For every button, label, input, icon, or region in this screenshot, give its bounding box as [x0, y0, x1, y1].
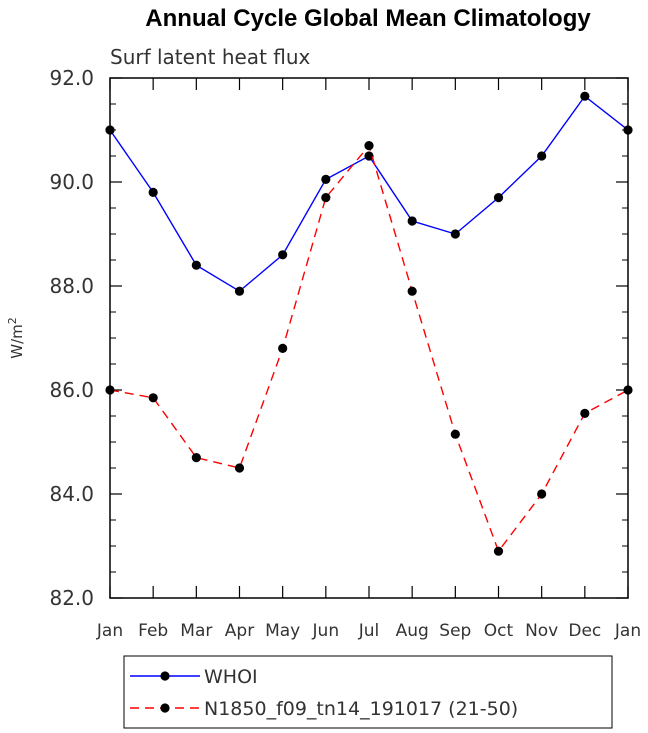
x-tick-label: Oct [484, 621, 514, 641]
series-line-2 [109, 144, 629, 553]
series-1-point [321, 174, 331, 184]
y-tick-label: 86.0 [49, 378, 94, 402]
series-1-point [537, 151, 547, 161]
series-2-point [493, 546, 504, 556]
series-2-point [321, 193, 331, 203]
x-tick-label: Dec [568, 621, 601, 641]
legend-label-2: N1850_f09_tn14_191017 (21-50) [204, 698, 518, 720]
series-2-point [191, 453, 201, 463]
y-tick-label: 88.0 [49, 274, 94, 298]
y-tick-label: 82.0 [49, 586, 94, 610]
legend-box [123, 655, 613, 729]
series-2-point [364, 141, 374, 151]
chart-title: Annual Cycle Global Mean Climatology [145, 5, 591, 32]
series-1-point [191, 260, 201, 270]
x-tick-label: Feb [138, 621, 168, 641]
axes: 82.0 84.0 86.0 88.0 90.0 92.0 Jan Feb Mar Apr May J… [49, 66, 641, 641]
series-2-point [148, 393, 158, 403]
series-1-point [234, 286, 245, 296]
x-tick-label: May [265, 621, 300, 641]
series-1-point [148, 187, 158, 197]
y-tick-label: 90.0 [49, 170, 94, 194]
x-tick-label: Jan [614, 621, 641, 641]
y-axis-label: W/m2 [6, 317, 26, 359]
legend-label-1: WHOI [204, 666, 258, 688]
legend-marker-1 [160, 671, 170, 681]
legend-marker-2 [160, 703, 170, 713]
series-1-point [407, 216, 417, 226]
y-tick-label: 92.0 [49, 66, 94, 90]
series-1-point [493, 193, 504, 203]
series-2-point [580, 408, 590, 418]
series-line-1 [109, 95, 629, 293]
x-tick-label: Sep [439, 621, 471, 641]
series-layer [105, 91, 633, 556]
x-tick-label: Aug [396, 621, 429, 641]
series-1-point [364, 151, 374, 161]
series-2-point [105, 385, 115, 395]
chart-subtitle: Surf latent heat flux [110, 45, 311, 69]
series-1-point [623, 125, 633, 135]
x-tick-label: Mar [180, 621, 212, 641]
series-2-point [407, 286, 417, 296]
series-2-point [623, 385, 633, 395]
x-tick-label: Apr [225, 621, 254, 641]
series-1-point [105, 125, 115, 135]
series-2-point [278, 343, 288, 353]
x-tick-label: Jan [96, 621, 123, 641]
y-tick-label: 84.0 [49, 482, 94, 506]
series-2-point [537, 489, 547, 499]
series-1-point [580, 91, 590, 101]
series-1-point [278, 250, 288, 260]
series-2-point [450, 429, 460, 439]
series-2-point [234, 463, 245, 473]
series-1-point [450, 229, 460, 239]
x-tick-label: Nov [525, 621, 558, 641]
x-tick-label: Jul [358, 621, 380, 641]
x-tick-label: Jun [312, 621, 340, 641]
legend: WHOI N1850_f09_tn14_191017 (21-50) [123, 655, 613, 729]
